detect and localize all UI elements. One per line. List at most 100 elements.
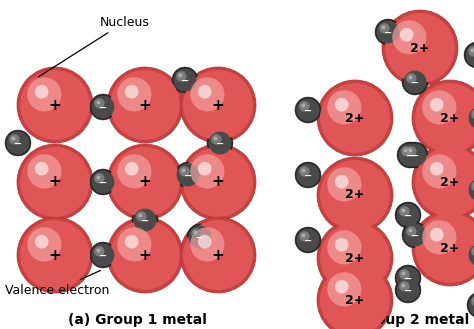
Text: −: − <box>99 103 107 113</box>
Text: −: − <box>304 171 312 181</box>
Text: −: − <box>404 274 412 284</box>
Circle shape <box>295 162 321 188</box>
Circle shape <box>471 109 474 119</box>
Circle shape <box>180 144 256 220</box>
Text: 2+: 2+ <box>346 112 365 124</box>
Circle shape <box>335 98 348 112</box>
Circle shape <box>403 148 407 152</box>
Circle shape <box>107 144 183 220</box>
Circle shape <box>299 231 310 241</box>
Circle shape <box>327 90 362 124</box>
Circle shape <box>469 293 474 316</box>
Circle shape <box>173 68 196 91</box>
Text: −: − <box>181 76 189 86</box>
Circle shape <box>91 95 114 118</box>
Circle shape <box>409 148 412 152</box>
Circle shape <box>320 265 390 329</box>
Circle shape <box>97 175 100 179</box>
Circle shape <box>138 214 142 217</box>
Circle shape <box>20 70 90 140</box>
Circle shape <box>402 222 428 248</box>
Circle shape <box>467 105 474 131</box>
Circle shape <box>198 162 211 176</box>
Circle shape <box>295 97 321 123</box>
Circle shape <box>401 209 405 213</box>
Text: +: + <box>49 97 61 113</box>
Circle shape <box>134 209 156 231</box>
Circle shape <box>176 71 187 82</box>
Circle shape <box>20 147 90 217</box>
Circle shape <box>117 227 152 262</box>
Circle shape <box>211 134 221 144</box>
Circle shape <box>401 284 405 288</box>
Circle shape <box>90 94 116 120</box>
Text: 2+: 2+ <box>346 251 365 265</box>
Circle shape <box>301 168 305 172</box>
Circle shape <box>317 220 393 296</box>
Circle shape <box>409 75 412 79</box>
Circle shape <box>406 226 417 237</box>
Circle shape <box>464 42 474 68</box>
Circle shape <box>465 43 474 66</box>
Text: −: − <box>216 139 224 149</box>
Text: +: + <box>138 174 151 190</box>
Circle shape <box>20 220 90 290</box>
Text: 2+: 2+ <box>346 293 365 307</box>
Text: +: + <box>138 247 151 263</box>
Circle shape <box>412 144 474 220</box>
Text: Valence electron: Valence electron <box>5 270 109 296</box>
Circle shape <box>335 280 348 293</box>
Circle shape <box>406 73 417 84</box>
Circle shape <box>191 228 201 239</box>
Circle shape <box>190 227 225 262</box>
Text: (b) Group 2 metal: (b) Group 2 metal <box>330 313 470 327</box>
Circle shape <box>91 243 114 266</box>
Circle shape <box>401 146 411 157</box>
Text: −: − <box>99 251 107 261</box>
Text: −: − <box>304 236 312 246</box>
Circle shape <box>430 228 444 241</box>
Text: 2+: 2+ <box>346 189 365 201</box>
Text: +: + <box>211 174 224 190</box>
Circle shape <box>397 266 419 290</box>
Circle shape <box>382 10 458 86</box>
Text: −: − <box>99 178 107 188</box>
Text: +: + <box>49 247 61 263</box>
Circle shape <box>335 238 348 252</box>
Circle shape <box>469 107 474 129</box>
Circle shape <box>467 242 474 268</box>
Circle shape <box>320 160 390 230</box>
Circle shape <box>209 132 231 154</box>
Circle shape <box>27 227 62 262</box>
Circle shape <box>471 181 474 191</box>
Circle shape <box>172 67 198 93</box>
Circle shape <box>415 83 474 153</box>
Circle shape <box>399 269 410 280</box>
Circle shape <box>471 296 474 307</box>
Circle shape <box>207 130 233 156</box>
Circle shape <box>125 162 138 176</box>
Circle shape <box>110 220 180 290</box>
Circle shape <box>27 77 62 112</box>
Circle shape <box>182 168 185 172</box>
Circle shape <box>469 179 474 201</box>
Text: 2+: 2+ <box>410 41 430 55</box>
Circle shape <box>198 235 211 248</box>
Circle shape <box>297 164 319 187</box>
Circle shape <box>5 130 31 156</box>
Text: +: + <box>49 174 61 190</box>
Circle shape <box>395 277 421 303</box>
Circle shape <box>27 154 62 189</box>
Circle shape <box>179 166 190 177</box>
Circle shape <box>430 162 444 176</box>
Circle shape <box>402 69 428 95</box>
Circle shape <box>17 67 93 143</box>
Circle shape <box>471 246 474 257</box>
Circle shape <box>400 28 413 41</box>
Circle shape <box>17 144 93 220</box>
Circle shape <box>97 248 100 252</box>
Circle shape <box>110 147 180 217</box>
Text: (a) Group 1 metal: (a) Group 1 metal <box>68 313 207 327</box>
Circle shape <box>198 85 211 99</box>
Circle shape <box>175 162 201 188</box>
